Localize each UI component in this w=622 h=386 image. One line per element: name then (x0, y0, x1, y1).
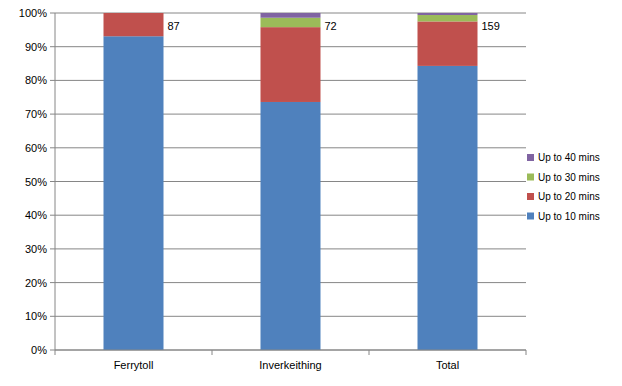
chart: 0% 10% 20% 30% 40% 50% 60% 70% 80% 90% 100% Ferryto… (0, 0, 622, 386)
bar-segment (104, 13, 164, 36)
bar-segment (418, 15, 478, 21)
x-tick (55, 350, 56, 355)
x-axis (55, 350, 526, 351)
bar-segment (418, 66, 478, 350)
bar-segment (104, 13, 164, 14)
y-tick-label: 80% (25, 74, 47, 86)
y-tick (50, 114, 55, 115)
legend-label: Up to 20 mins (538, 191, 600, 202)
y-tick (50, 147, 55, 148)
y-tick-label: 40% (25, 209, 47, 221)
x-tick-label: Total (436, 359, 459, 371)
y-tick (50, 46, 55, 47)
y-axis (55, 13, 56, 350)
y-tick-label: 20% (25, 277, 47, 289)
legend-swatch (527, 193, 534, 200)
bars (104, 13, 478, 350)
x-tick-label: Inverkeithing (259, 359, 321, 371)
x-tick (212, 350, 213, 355)
y-tick-label: 100% (19, 7, 47, 19)
annotation: 72 (325, 20, 337, 32)
y-tick (50, 316, 55, 317)
bar-segment (104, 13, 164, 14)
legend-label: Up to 10 mins (538, 211, 600, 222)
legend-swatch (527, 174, 534, 181)
bar-segment (261, 18, 321, 27)
legend-swatch (527, 213, 534, 220)
y-tick-label: 50% (25, 176, 47, 188)
legend-label: Up to 30 mins (538, 172, 600, 183)
y-tick-label: 70% (25, 108, 47, 120)
x-tick-label: Ferrytoll (114, 359, 154, 371)
y-tick (50, 282, 55, 283)
bar-segment (104, 36, 164, 350)
y-tick (50, 13, 55, 14)
grid (50, 13, 526, 350)
y-tick (50, 248, 55, 249)
annotation: 159 (482, 20, 500, 32)
y-tick (50, 350, 55, 351)
y-tick-label: 90% (25, 41, 47, 53)
legend: Up to 40 mins Up to 30 mins Up to 20 mins U… (527, 152, 600, 222)
bar-segment (261, 13, 321, 18)
y-tick-label: 60% (25, 142, 47, 154)
bar-segment (261, 102, 321, 350)
bar-segment (418, 21, 478, 65)
y-tick-label: 30% (25, 243, 47, 255)
y-tick-label: 10% (25, 310, 47, 322)
bar-segment (418, 13, 478, 15)
x-tick (526, 350, 527, 355)
y-tick (50, 215, 55, 216)
annotation: 87 (168, 20, 180, 32)
grid-line (55, 350, 526, 351)
legend-label: Up to 40 mins (538, 152, 600, 163)
bar-segment (261, 27, 321, 102)
y-tick-label: 0% (31, 344, 47, 356)
y-tick (50, 80, 55, 81)
x-tick (369, 350, 370, 355)
legend-swatch (527, 154, 534, 161)
y-tick (50, 181, 55, 182)
